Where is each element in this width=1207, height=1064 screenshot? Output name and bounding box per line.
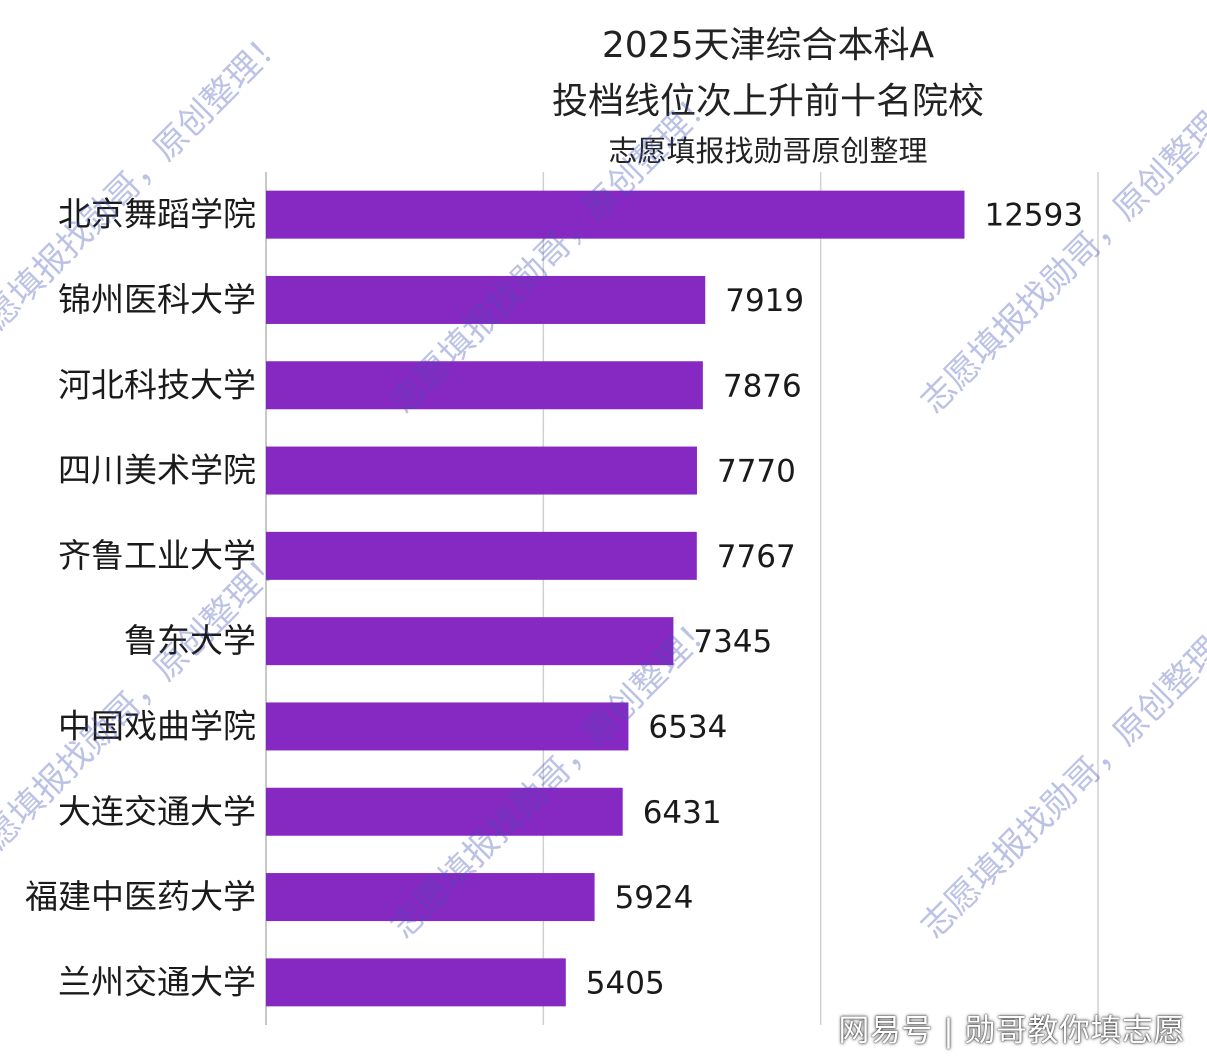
bars bbox=[266, 190, 965, 1007]
value-label-4: 7770 bbox=[717, 454, 796, 490]
category-label-2: 锦州医科大学 bbox=[58, 280, 256, 319]
chart-title-line1: 2025天津综合本科A bbox=[602, 25, 935, 66]
category-label-6: 鲁东大学 bbox=[124, 621, 256, 660]
bar-8 bbox=[266, 787, 623, 836]
labels: 北京舞蹈学院 12593 锦州医科大学 7919 河北科技大学 7876 四川美术学院 777… bbox=[25, 195, 1083, 1002]
chart-title-line2: 投档线位次上升前十名院校 bbox=[552, 81, 984, 122]
category-label-1: 北京舞蹈学院 bbox=[58, 195, 256, 234]
footer-credit: 网易号 | 勋哥教你填志愿 bbox=[838, 1013, 1185, 1049]
watermark-text-3: 志愿填报找勋哥，原创整理！ bbox=[913, 81, 1207, 422]
value-label-3: 7876 bbox=[723, 368, 802, 404]
bar-6 bbox=[266, 617, 674, 666]
bar-2 bbox=[266, 275, 706, 324]
category-label-5: 齐鲁工业大学 bbox=[58, 536, 256, 575]
value-label-10: 5405 bbox=[586, 965, 665, 1001]
category-label-4: 四川美术学院 bbox=[58, 451, 256, 490]
value-label-2: 7919 bbox=[725, 283, 804, 319]
bar-1 bbox=[266, 190, 965, 239]
value-label-1: 12593 bbox=[984, 198, 1083, 234]
value-label-6: 7345 bbox=[693, 624, 772, 660]
value-label-8: 6431 bbox=[643, 795, 722, 831]
value-label-7: 6534 bbox=[648, 709, 727, 745]
watermark-text-6: 志愿填报找勋哥，原创整理！ bbox=[913, 606, 1207, 947]
bar-4 bbox=[266, 446, 697, 495]
category-label-7: 中国戏曲学院 bbox=[58, 706, 256, 745]
bar-10 bbox=[266, 958, 566, 1007]
bar-3 bbox=[266, 361, 703, 410]
bar-7 bbox=[266, 702, 629, 751]
bar-9 bbox=[266, 873, 595, 922]
category-label-9: 福建中医药大学 bbox=[25, 877, 256, 916]
value-label-5: 7767 bbox=[717, 539, 796, 575]
category-label-8: 大连交通大学 bbox=[58, 792, 256, 831]
bar-5 bbox=[266, 531, 697, 580]
category-label-10: 兰州交通大学 bbox=[58, 962, 256, 1001]
chart-subtitle: 志愿填报找勋哥原创整理 bbox=[608, 134, 927, 168]
value-label-9: 5924 bbox=[615, 880, 694, 916]
category-label-3: 河北科技大学 bbox=[58, 365, 256, 404]
